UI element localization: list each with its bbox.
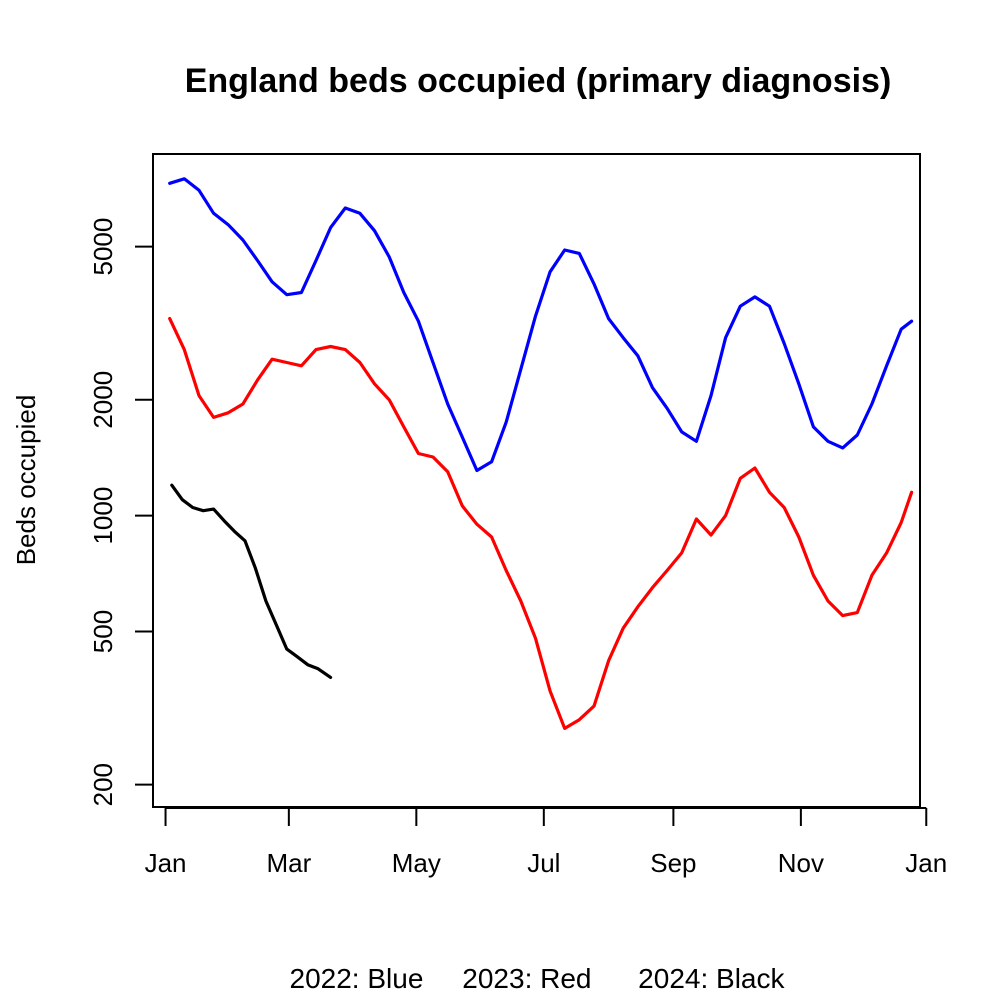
y-axis-label: Beds occupied [11, 395, 41, 566]
y-axis: 200 500 1000 2000 5000 [88, 218, 154, 806]
x-tick-label: Sep [650, 848, 696, 878]
x-tick-label: Jan [905, 848, 947, 878]
y-tick-label: 200 [88, 763, 118, 806]
x-axis: Jan Mar May Jul Sep Nov Jan [145, 807, 947, 878]
y-tick-label: 5000 [88, 218, 118, 276]
plot-frame [152, 153, 921, 808]
series-line-0 [168, 177, 914, 473]
y-tick-label: 500 [88, 610, 118, 653]
x-tick-label: Jul [527, 848, 560, 878]
y-tick-label: 1000 [88, 487, 118, 545]
legend-footer: 2022: Blue 2023: Red 2024: Black [290, 963, 786, 994]
chart-title: England beds occupied (primary diagnosis… [185, 62, 892, 100]
x-tick-label: Nov [778, 848, 824, 878]
series-line-1 [168, 317, 914, 730]
y-tick-label: 2000 [88, 371, 118, 429]
series-line-2 [170, 483, 333, 679]
series-layer [168, 177, 914, 730]
x-tick-label: May [392, 848, 441, 878]
x-tick-label: Jan [145, 848, 187, 878]
x-tick-label: Mar [266, 848, 311, 878]
